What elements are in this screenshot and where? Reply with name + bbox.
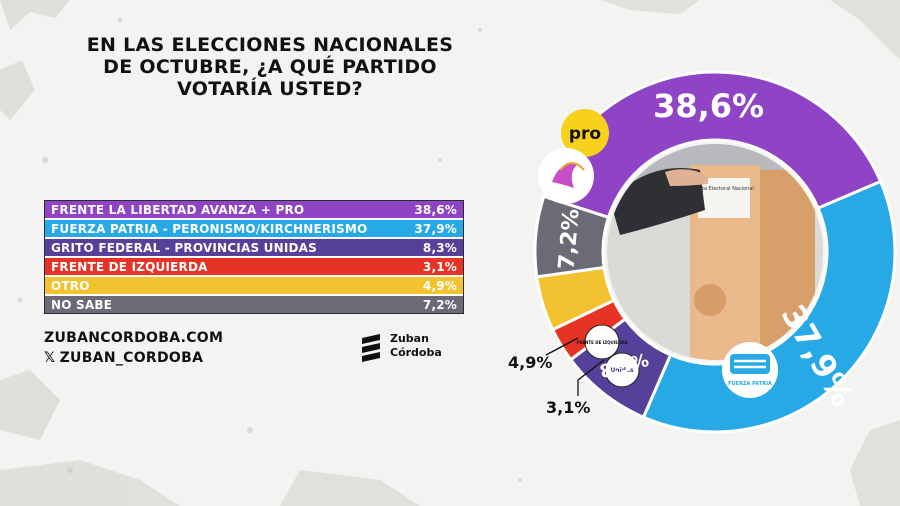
legend-label: FUERZA PATRIA - PERONISMO/KIRCHNERISMO <box>51 221 368 236</box>
data-label-izquierda: 3,1% <box>546 398 591 417</box>
zuban-mark-icon <box>362 334 380 362</box>
ballot-box-photo: Junta Electoral Nacional <box>607 144 823 360</box>
chart-title: EN LAS ELECCIONES NACIONALES DE OCTUBRE,… <box>80 34 460 100</box>
donut-chart: Junta Electoral Nacional pro FUERZA PATR… <box>533 70 897 434</box>
data-label-otro: 4,9% <box>508 353 553 372</box>
legend-row-fuerza-patria: FUERZA PATRIA - PERONISMO/KIRCHNERISMO 3… <box>45 220 463 237</box>
pro-logo-text: pro <box>569 124 601 144</box>
pro-logo: pro <box>561 109 609 157</box>
zuban-cordoba-logo: Zuban Córdoba <box>362 328 470 368</box>
legend-row-lla: FRENTE LA LIBERTAD AVANZA + PRO 38,6% <box>45 201 463 218</box>
fuerza-patria-logo-text: FUERZA PATRIA <box>728 381 772 387</box>
slice-value-label: 7,2% <box>554 208 584 271</box>
website-link[interactable]: ZUBANCORDOBA.COM <box>44 330 224 346</box>
frente-izquierda-logo: FRENTE DE IZQUIERDA <box>577 324 629 360</box>
legend-value: 3,1% <box>422 259 457 274</box>
leader-line-izquierda <box>577 359 605 396</box>
legend-value: 37,9% <box>414 221 457 236</box>
ballot-label: Junta Electoral Nacional <box>693 186 754 192</box>
title-line-1: EN LAS ELECCIONES NACIONALES <box>86 34 454 56</box>
legend-value: 7,2% <box>422 297 457 312</box>
brand-line-1: Zuban <box>390 332 429 345</box>
x-handle-text: ZUBAN_CORDOBA <box>59 350 204 366</box>
legend-value: 8,3% <box>422 240 457 255</box>
legend-row-no-sabe: NO SABE 7,2% <box>45 296 463 313</box>
legend-label: NO SABE <box>51 297 113 312</box>
x-handle[interactable]: 𝕏 ZUBAN_CORDOBA <box>44 350 203 366</box>
provincias-unidas-logo: Unidas <box>604 352 640 388</box>
legend-row-izquierda: FRENTE DE IZQUIERDA 3,1% <box>45 258 463 275</box>
legend-row-grito-federal: GRITO FEDERAL - PROVINCIAS UNIDAS 8,3% <box>45 239 463 256</box>
fip-logo-text: FRENTE DE IZQUIERDA <box>577 340 629 345</box>
legend-label: OTRO <box>51 278 90 293</box>
brand-line-2: Córdoba <box>390 346 442 359</box>
legend-label: FRENTE DE IZQUIERDA <box>51 259 208 274</box>
legend-label: FRENTE LA LIBERTAD AVANZA + PRO <box>51 202 305 217</box>
fuerza-patria-logo: FUERZA PATRIA <box>722 342 778 398</box>
leader-line-otro <box>545 337 579 356</box>
legend-value: 38,6% <box>414 202 457 217</box>
donut-slice <box>541 70 883 220</box>
slice-value-label: 38,6% <box>653 87 764 125</box>
legend-table: FRENTE LA LIBERTAD AVANZA + PRO 38,6% FU… <box>44 200 464 314</box>
x-logo-icon: 𝕏 <box>44 350 56 366</box>
lla-logo <box>538 148 594 204</box>
donut-slice <box>641 179 897 434</box>
unidas-logo-text: Unidas <box>610 367 634 374</box>
title-line-3: VOTARÍA USTED? <box>177 78 363 100</box>
legend-label: GRITO FEDERAL - PROVINCIAS UNIDAS <box>51 240 318 255</box>
legend-value: 4,9% <box>422 278 457 293</box>
title-line-2: DE OCTUBRE, ¿A QUÉ PARTIDO <box>103 56 437 78</box>
donut-slice <box>533 194 611 279</box>
legend-row-otro: OTRO 4,9% <box>45 277 463 294</box>
